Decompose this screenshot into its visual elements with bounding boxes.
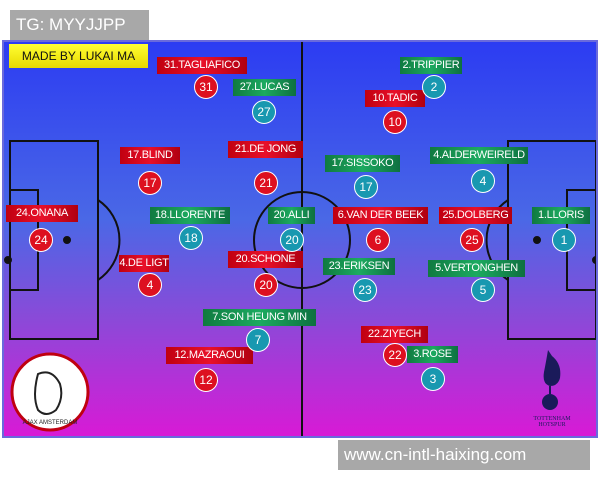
spurs-player-number-badge: 3: [421, 367, 445, 391]
ajax-crest-icon: AJAX AMSTERDAM: [10, 352, 90, 432]
ajax-player-number-badge: 6: [366, 228, 390, 252]
spurs-player-label: 2.TRIPPIER: [400, 57, 462, 74]
ajax-player-number-badge: 4: [138, 273, 162, 297]
spurs-player-number-badge: 2: [422, 75, 446, 99]
ajax-player-number-badge: 10: [383, 110, 407, 134]
spurs-player-number-badge: 1: [552, 228, 576, 252]
svg-text:HOTSPUR: HOTSPUR: [538, 422, 565, 426]
ajax-crest-text: AJAX AMSTERDAM: [23, 420, 78, 426]
spurs-player-label: 4.ALDERWEIRELD: [430, 147, 528, 164]
spurs-player-number-badge: 27: [252, 100, 276, 124]
ajax-player-label: 10.TADIC: [365, 90, 425, 107]
ajax-player-label: 24.ONANA: [6, 205, 78, 222]
watermark-bottom: www.cn-intl-haixing.com: [338, 440, 590, 470]
spurs-player-label: 17.SISSOKO: [325, 155, 400, 172]
ajax-player-label: 17.BLIND: [120, 147, 180, 164]
spurs-player-number-badge: 17: [354, 175, 378, 199]
ajax-player-number-badge: 21: [254, 171, 278, 195]
ajax-player-label: 21.DE JONG: [228, 141, 303, 158]
spurs-player-label: 5.VERTONGHEN: [428, 260, 525, 277]
ajax-player-label: 25.DOLBERG: [439, 207, 512, 224]
ajax-player-number-badge: 25: [460, 228, 484, 252]
spurs-player-number-badge: 5: [471, 278, 495, 302]
credit-banner: MADE BY LUKAI MA: [9, 44, 148, 68]
ajax-player-number-badge: 12: [194, 368, 218, 392]
spurs-player-label: 18.LLORENTE: [150, 207, 230, 224]
ajax-player-label: 31.TAGLIAFICO: [157, 57, 247, 74]
spurs-player-label: 23.ERIKSEN: [323, 258, 395, 275]
ajax-player-number-badge: 31: [194, 75, 218, 99]
spurs-player-number-badge: 18: [179, 226, 203, 250]
spurs-player-label: 1.LLORIS: [532, 207, 590, 224]
ajax-player-label: 6.VAN DER BEEK: [333, 207, 428, 224]
spurs-player-number-badge: 7: [246, 328, 270, 352]
spurs-player-label: 7.SON HEUNG MIN: [203, 309, 316, 326]
spurs-player-number-badge: 4: [471, 169, 495, 193]
spurs-player-number-badge: 20: [280, 228, 304, 252]
ajax-player-number-badge: 20: [254, 273, 278, 297]
spurs-player-label: 27.LUCAS: [233, 79, 296, 96]
ajax-player-number-badge: 17: [138, 171, 162, 195]
ajax-player-number-badge: 24: [29, 228, 53, 252]
ajax-player-label: 4.DE LIGT: [119, 255, 169, 272]
spurs-player-label: 3.ROSE: [407, 346, 458, 363]
spurs-crest-icon: TOTTENHAM HOTSPUR: [533, 350, 571, 426]
ajax-player-label: 20.SCHONE: [228, 251, 303, 268]
ajax-player-number-badge: 22: [383, 343, 407, 367]
watermark-top: TG: MYYJJPP: [10, 10, 149, 40]
svg-text:TOTTENHAM: TOTTENHAM: [533, 416, 571, 422]
ajax-player-label: 22.ZIYECH: [361, 326, 428, 343]
ajax-player-label: 12.MAZRAOUI: [166, 347, 253, 364]
spurs-player-label: 20.ALLI: [268, 207, 315, 224]
spurs-player-number-badge: 23: [353, 278, 377, 302]
